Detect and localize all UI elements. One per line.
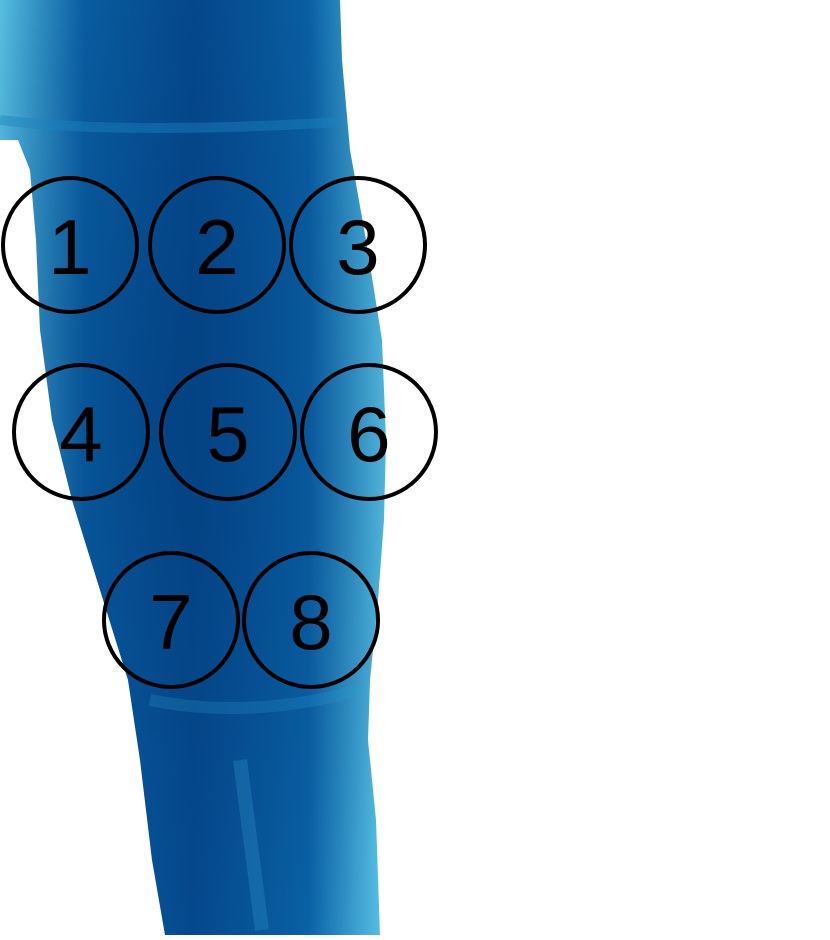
leg-shading [0, 0, 386, 935]
injection-site-circle[interactable] [242, 551, 380, 689]
injection-sites: 1 2 3 4 5 6 7 8 [1, 176, 438, 689]
injection-site-3[interactable]: 3 [289, 176, 427, 314]
injection-site-circle[interactable] [289, 176, 427, 314]
injection-site-8[interactable]: 8 [242, 551, 380, 689]
injection-site-label: 5 [206, 390, 249, 478]
knee-contour [148, 684, 362, 714]
injection-site-1[interactable]: 1 [1, 176, 139, 314]
injection-site-label: 2 [195, 203, 238, 291]
injection-site-label: 1 [48, 203, 91, 291]
injection-site-6[interactable]: 6 [300, 363, 438, 501]
injection-site-circle[interactable] [12, 363, 150, 501]
injection-site-circle[interactable] [300, 363, 438, 501]
injection-site-circle[interactable] [1, 176, 139, 314]
injection-site-7[interactable]: 7 [102, 551, 240, 689]
shin-highlight [233, 759, 269, 931]
injection-site-circle[interactable] [148, 176, 286, 314]
injection-site-5[interactable]: 5 [159, 363, 297, 501]
injection-site-label: 4 [59, 390, 102, 478]
injection-site-2[interactable]: 2 [148, 176, 286, 314]
injection-site-label: 6 [347, 390, 390, 478]
injection-site-circle[interactable] [159, 363, 297, 501]
injection-site-circle[interactable] [102, 551, 240, 689]
hip-crease [0, 115, 341, 134]
injection-site-label: 3 [336, 203, 379, 291]
injection-site-4[interactable]: 4 [12, 363, 150, 501]
leg-illustration [0, 0, 386, 935]
injection-site-label: 8 [289, 578, 332, 666]
injection-site-label: 7 [149, 578, 192, 666]
